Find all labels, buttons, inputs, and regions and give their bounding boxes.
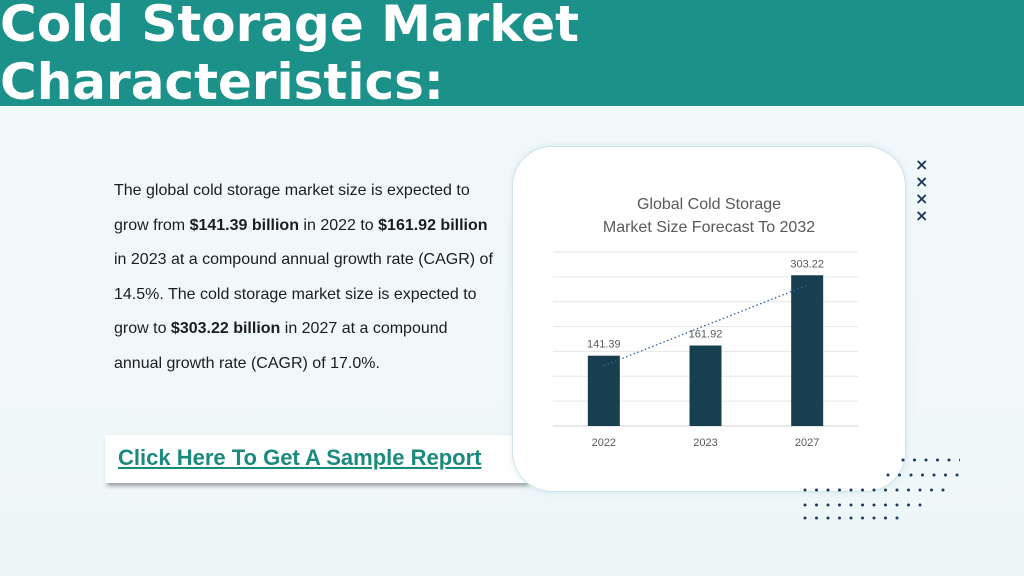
description-text-4: in 2027 at a compound annual growth rate… <box>114 320 448 372</box>
value-2023: $161.92 billion <box>378 216 488 234</box>
data-label: 161.92 <box>689 329 723 341</box>
chart-title-line-1: Global Cold Storage <box>636 196 782 213</box>
dot-icon <box>872 488 876 492</box>
page-title: Cold Storage Market Characteristics: <box>0 0 580 111</box>
cross-icon: × <box>915 189 929 208</box>
decorative-dot-grid <box>803 458 960 520</box>
dot-icon <box>815 503 818 507</box>
dot-icon <box>826 488 830 492</box>
dot-icon <box>849 488 853 492</box>
dot-icon <box>861 503 864 507</box>
description-text-2: in 2022 to <box>298 216 379 234</box>
dot-icon <box>898 473 901 477</box>
dot-icon <box>826 516 830 520</box>
header-banner: Cold Storage Market Characteristics: <box>0 0 1024 111</box>
description-text-1: The global cold storage market size is e… <box>114 182 470 234</box>
dot-icon <box>918 488 922 492</box>
dot-icon <box>913 458 916 462</box>
dot-icon <box>909 473 913 477</box>
bar <box>587 355 620 426</box>
dot-icon <box>826 503 830 507</box>
data-label: 141.39 <box>587 339 621 351</box>
dot-icon <box>918 503 922 507</box>
x-tick-label: 2027 <box>795 437 819 449</box>
sample-report-box: Click Here To Get A Sample Report <box>105 435 527 483</box>
dot-icon <box>872 516 876 520</box>
dot-icon <box>803 488 807 492</box>
dot-icon <box>884 516 887 520</box>
dot-icon <box>886 473 890 477</box>
dot-icon <box>838 488 841 492</box>
description-paragraph: The global cold storage market size is e… <box>114 174 494 381</box>
x-tick-label: 2023 <box>693 437 717 449</box>
chart-card: Global Cold Storage Market Size Forecast… <box>512 146 906 492</box>
decorative-crosses: × × × × <box>915 156 931 224</box>
cross-icon: × <box>915 172 929 191</box>
dot-icon <box>849 516 853 520</box>
dot-icon <box>861 488 864 492</box>
dot-icon <box>921 473 924 477</box>
description-text-3: in 2023 at a compound annual growth rate… <box>114 251 493 337</box>
dot-icon <box>932 473 936 477</box>
dot-icon <box>838 503 841 507</box>
dot-icon <box>947 458 951 462</box>
value-2022: $141.39 billion <box>189 216 299 234</box>
dot-icon <box>901 458 905 462</box>
data-label: 303.22 <box>790 258 824 270</box>
dot-icon <box>959 458 960 462</box>
dot-icon <box>872 503 876 507</box>
dot-icon <box>838 516 841 520</box>
dot-icon <box>930 488 933 492</box>
cross-icon: × <box>915 155 929 174</box>
bar <box>689 345 722 426</box>
dot-icon <box>884 503 887 507</box>
dot-icon <box>907 503 910 507</box>
dot-icon <box>815 516 818 520</box>
dot-icon <box>941 488 945 492</box>
dot-icon <box>849 503 853 507</box>
chart-title: Global Cold Storage Market Size Forecast… <box>513 193 905 239</box>
bar-chart: 141.39 2022 161.92 2023 303.22 2027 <box>553 251 858 449</box>
dot-icon <box>803 516 807 520</box>
dot-icon <box>895 516 899 520</box>
cross-icon: × <box>915 206 929 225</box>
sample-report-link[interactable]: Click Here To Get A Sample Report <box>118 445 482 470</box>
dot-icon <box>861 516 864 520</box>
chart-title-line-2: Market Size Forecast To 2032 <box>602 219 816 236</box>
x-tick-label: 2022 <box>592 437 616 449</box>
dot-icon <box>936 458 939 462</box>
dot-icon <box>944 473 947 477</box>
dot-icon <box>907 488 910 492</box>
dot-icon <box>815 488 818 492</box>
dot-icon <box>895 488 899 492</box>
value-2027: $303.22 billion <box>170 320 281 337</box>
dot-icon <box>884 488 887 492</box>
dot-icon <box>924 458 928 462</box>
dot-icon <box>955 473 959 477</box>
dot-icon <box>895 503 899 507</box>
bar <box>791 275 824 426</box>
trendline <box>603 284 808 367</box>
dot-icon <box>803 503 807 507</box>
